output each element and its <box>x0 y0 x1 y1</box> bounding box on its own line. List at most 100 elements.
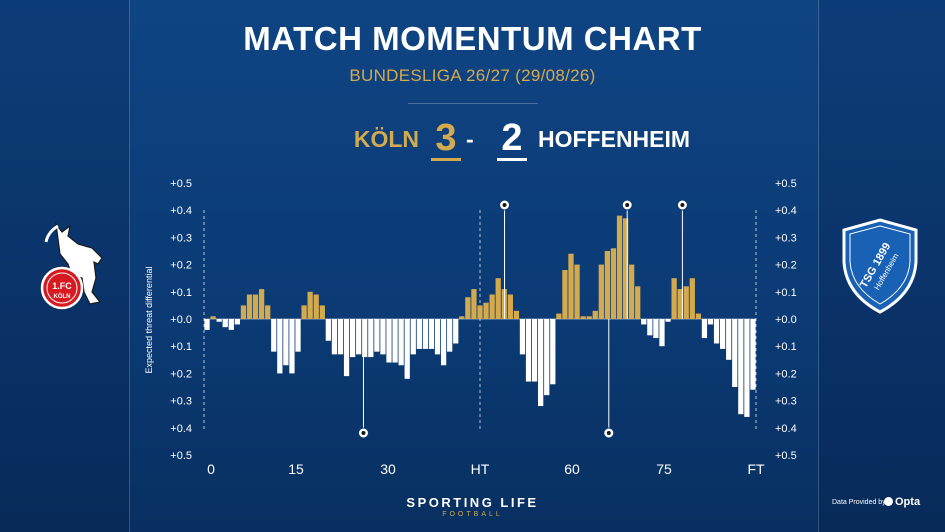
momentum-bar <box>604 251 611 319</box>
hoffenheim-crest-icon: TSG 1899 Hoffenheim <box>842 218 918 314</box>
momentum-bar <box>386 319 392 363</box>
home-crest-sub: KÖLN <box>54 293 71 300</box>
momentum-bar <box>222 319 228 328</box>
y-tick-label-left: +0.2 <box>170 260 192 272</box>
momentum-bar <box>325 319 331 341</box>
momentum-bar <box>422 319 429 349</box>
momentum-bar <box>240 305 247 319</box>
momentum-bar <box>319 305 325 319</box>
momentum-bar <box>695 313 702 319</box>
momentum-bar <box>368 319 374 358</box>
y-tick-label-left: +0.2 <box>170 368 192 380</box>
momentum-bar <box>356 319 362 355</box>
x-tick-label: HT <box>471 461 490 477</box>
y-tick-label-right: +0.3 <box>775 396 797 408</box>
page-subtitle: BUNDESLIGA 26/27 (29/08/26) <box>349 66 596 85</box>
momentum-bar <box>629 264 635 319</box>
y-tick-label-right: +0.4 <box>775 423 797 435</box>
momentum-bar <box>586 316 592 319</box>
opta-logo-icon <box>884 497 893 506</box>
momentum-bar <box>665 319 671 322</box>
goal-ball-center-icon <box>625 203 630 207</box>
goal-ball-center-icon <box>502 203 507 207</box>
momentum-bar <box>647 319 653 336</box>
momentum-bar <box>216 319 222 322</box>
momentum-bar <box>271 319 277 352</box>
momentum-bar <box>453 319 459 344</box>
home-crest-text: 1.FC <box>52 281 72 291</box>
goal-ball-center-icon <box>361 431 366 435</box>
momentum-bar <box>210 316 216 319</box>
momentum-bar <box>519 319 526 355</box>
momentum-bar <box>580 316 586 319</box>
momentum-bar <box>507 294 513 319</box>
momentum-bar <box>483 302 489 319</box>
momentum-bar <box>641 319 647 325</box>
momentum-bar <box>683 286 689 319</box>
momentum-bar <box>398 319 404 366</box>
goal-ball-center-icon <box>680 203 685 207</box>
away-team-name: HOFFENHEIM <box>538 126 691 152</box>
momentum-bar <box>531 319 538 382</box>
data-credit: Data Provided by <box>832 499 886 506</box>
x-tick-label: 75 <box>656 461 672 477</box>
y-tick-label-left: +0.5 <box>170 178 192 190</box>
momentum-bar <box>574 264 580 319</box>
momentum-bar <box>289 319 295 374</box>
momentum-bar <box>744 319 750 417</box>
momentum-bar <box>374 319 380 352</box>
y-tick-label-right: +0.0 <box>775 314 797 326</box>
x-tick-label: FT <box>747 461 765 477</box>
momentum-bar <box>556 313 562 319</box>
momentum-bar <box>428 319 435 349</box>
momentum-bar <box>277 319 283 374</box>
momentum-bar <box>283 319 289 366</box>
y-tick-label-right: +0.1 <box>775 341 797 353</box>
momentum-bar <box>434 319 441 355</box>
y-tick-label-right: +0.3 <box>775 232 797 244</box>
momentum-bar <box>440 319 447 366</box>
y-tick-label-left: +0.0 <box>170 314 192 326</box>
momentum-bar <box>380 319 386 355</box>
momentum-bar <box>701 319 708 339</box>
momentum-bar <box>616 215 623 319</box>
momentum-bar <box>447 319 453 352</box>
momentum-bar <box>392 319 398 363</box>
x-tick-label: 0 <box>207 461 215 477</box>
momentum-bar <box>410 319 416 355</box>
momentum-bar <box>343 319 350 377</box>
data-provider: Opta <box>884 496 920 508</box>
score-separator: - <box>466 126 474 152</box>
momentum-bar <box>610 248 617 319</box>
y-tick-label-right: +0.2 <box>775 368 797 380</box>
x-tick-label: 15 <box>288 461 304 477</box>
momentum-bar <box>459 316 465 319</box>
momentum-bar <box>677 289 683 319</box>
momentum-bar <box>362 319 368 358</box>
momentum-bar <box>659 319 665 347</box>
title-divider <box>408 103 538 104</box>
momentum-bar <box>635 286 641 319</box>
momentum-bar <box>416 319 422 349</box>
momentum-bar <box>689 278 695 319</box>
momentum-bar <box>707 319 714 325</box>
momentum-bar <box>538 319 544 407</box>
y-tick-label-left: +0.4 <box>170 423 192 435</box>
data-provider-name: Opta <box>895 496 921 508</box>
momentum-bar <box>495 278 501 319</box>
y-tick-label-left: +0.1 <box>170 341 192 353</box>
momentum-bar <box>301 305 307 319</box>
momentum-bar <box>331 319 338 355</box>
y-tick-label-left: +0.4 <box>170 205 192 217</box>
momentum-bar <box>750 319 756 390</box>
y-tick-label-left: +0.3 <box>170 232 192 244</box>
momentum-bar <box>234 319 240 325</box>
momentum-bar <box>568 253 574 319</box>
momentum-bar <box>307 291 313 319</box>
momentum-bar <box>337 319 344 355</box>
brand-name: SPORTING LIFE <box>406 495 539 510</box>
momentum-bar <box>477 305 483 319</box>
brand-sub: FOOTBALL <box>442 511 503 518</box>
momentum-bar <box>562 270 568 319</box>
away-goals: 2 <box>497 118 527 161</box>
